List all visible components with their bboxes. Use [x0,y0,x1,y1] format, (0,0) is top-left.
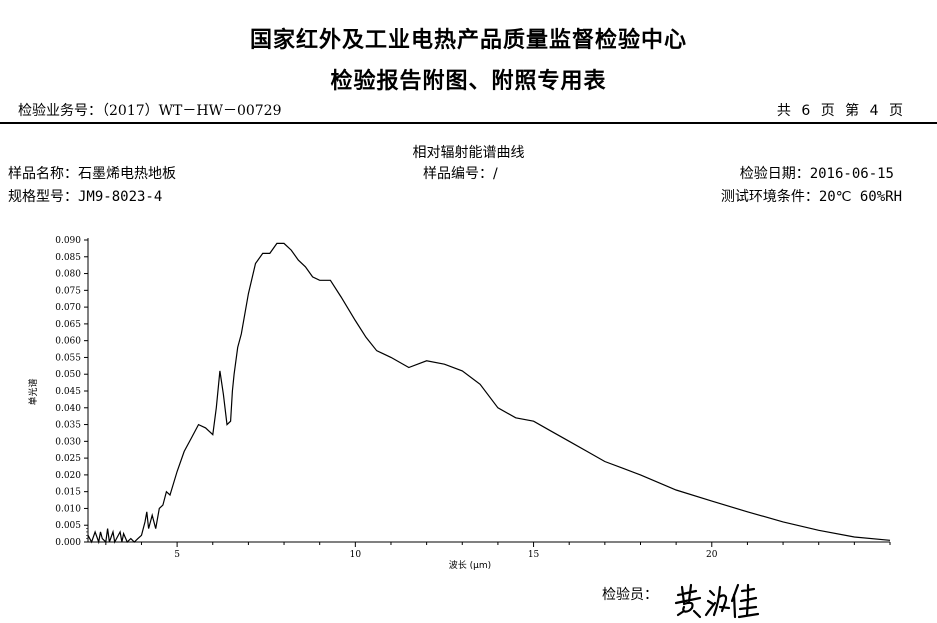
inspection-date-value: 2016-06-15 [809,166,894,182]
y-tick-label: 0.010 [55,504,81,514]
y-tick-label: 0.090 [55,236,81,246]
business-number-label: 检验业务号： [18,103,102,119]
sample-number: 样品编号：/ [423,163,498,183]
y-tick-label: 0.075 [55,286,81,296]
business-number: 检验业务号：（2017）WT－HW－00729 [18,100,282,120]
x-tick-label: 20 [706,550,718,560]
report-subtitle: 检验报告附图、附照专用表 [330,69,607,94]
y-tick-label: 0.020 [55,471,81,481]
sample-name-value: 石墨烯电热地板 [78,166,176,182]
test-environment-label: 测试环境条件： [720,189,819,205]
sample-name-label: 样品名称： [8,166,78,182]
y-tick-label: 0.015 [55,488,81,498]
chart-title: 相对辐射能谱曲线 [412,145,525,161]
x-tick-label: 15 [528,550,540,560]
signature-stroke [674,583,760,619]
y-tick-label: 0.030 [55,437,81,447]
model-spec-value: JM9-8023-4 [78,189,163,205]
spectrum-line [87,242,891,545]
model-spec-label: 规格型号： [8,189,78,205]
y-tick-label: 0.065 [55,320,81,330]
y-axis-label: 单光谱 [27,378,39,405]
y-tick-label: 0.045 [55,387,81,397]
model-spec: 规格型号：JM9-8023-4 [8,186,162,206]
sample-name: 样品名称：石墨烯电热地板 [8,163,176,183]
header-divider [0,122,937,124]
inspection-date-label: 检验日期： [739,166,810,182]
test-environment-value: 20℃ 60%RH [818,189,902,205]
x-axis-label: 波长 (μm) [449,559,491,571]
y-tick-label: 0.050 [55,370,81,380]
inspector-signature [674,583,760,619]
y-tick-label: 0.070 [55,303,81,313]
y-tick-label: 0.005 [55,521,81,531]
y-tick-label: 0.035 [55,421,81,431]
report-title: 国家红外及工业电热产品质量监督检验中心 [249,28,687,53]
y-tick-label: 0.040 [55,404,81,414]
inspector: 检验员： [602,584,658,604]
y-tick-label: 0.060 [55,337,81,347]
inspector-label: 检验员： [602,587,658,603]
business-number-value: （2017）WT－HW－00729 [102,103,282,119]
sample-number-label: 样品编号： [423,166,493,182]
y-tick-label: 0.000 [55,538,81,548]
y-tick-label: 0.055 [55,353,81,363]
test-environment: 测试环境条件：20℃ 60%RH [721,186,902,206]
y-tick-label: 0.085 [55,253,81,263]
y-tick-label: 0.025 [55,454,81,464]
page-indicator: 共 6 页 第 4 页 [776,103,903,119]
x-tick-label: 10 [350,550,362,560]
sample-number-value: / [493,166,498,182]
chart-axes: 0.000 0.005 0.010 0.015 0.020 0.025 0.030 0.035… [55,236,891,560]
y-tick-label: 0.080 [55,270,81,280]
x-tick-label: 5 [174,550,180,560]
inspection-date: 检验日期：2016-06-15 [740,163,894,183]
